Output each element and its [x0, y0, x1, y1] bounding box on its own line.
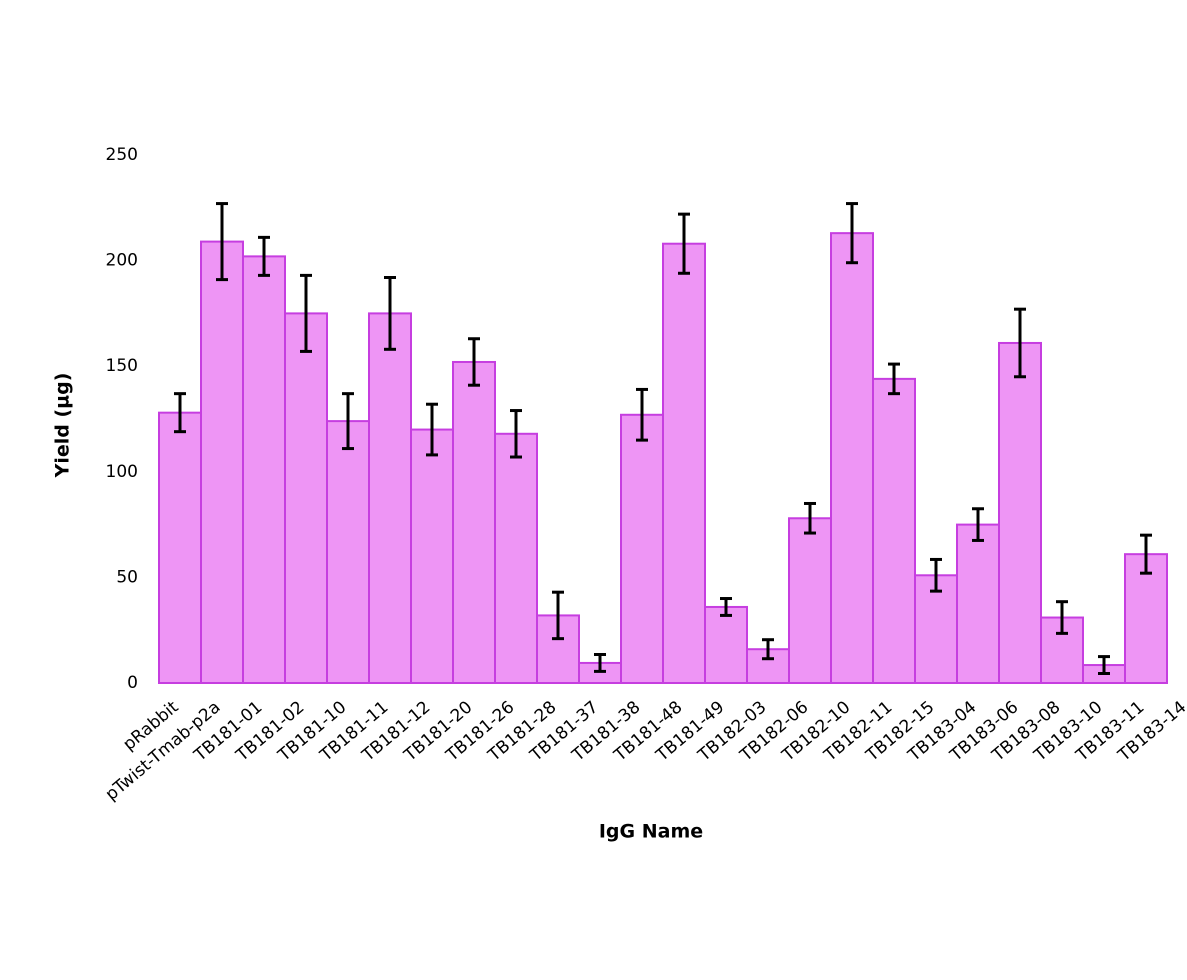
bar — [410, 428, 454, 684]
error-bar — [888, 362, 900, 396]
bar — [830, 232, 874, 684]
bar — [956, 523, 1000, 684]
error-bar — [342, 392, 354, 451]
x-axis-title: IgG Name — [599, 821, 703, 843]
error-bar — [804, 501, 816, 535]
error-bar — [594, 652, 606, 673]
error-bar — [300, 273, 312, 353]
bar — [788, 517, 832, 684]
error-bar — [636, 387, 648, 442]
error-bar — [846, 202, 858, 265]
error-bar — [762, 638, 774, 661]
y-tick-label: 250 — [106, 145, 138, 165]
y-axis-title: Yield (µg) — [52, 373, 74, 479]
error-bar — [510, 409, 522, 459]
y-tick-label: 150 — [106, 356, 138, 376]
error-bar — [426, 402, 438, 457]
error-bar — [552, 590, 564, 641]
error-bar — [384, 275, 396, 351]
bar — [158, 411, 202, 684]
error-bar — [1056, 600, 1068, 635]
y-tick-label: 50 — [116, 567, 138, 587]
bar — [242, 255, 286, 684]
error-bar — [930, 557, 942, 593]
error-bar — [720, 597, 732, 617]
y-tick-label: 100 — [106, 462, 138, 482]
bar — [368, 312, 412, 684]
bar — [620, 413, 664, 684]
error-bar — [258, 235, 270, 277]
y-tick-label: 0 — [127, 673, 138, 693]
error-bar — [216, 202, 228, 282]
bar — [662, 242, 706, 684]
bar — [326, 420, 370, 684]
bar — [200, 240, 244, 684]
bar — [998, 341, 1042, 684]
bar — [284, 312, 328, 684]
error-bar — [174, 392, 186, 434]
error-bar — [972, 507, 984, 542]
y-tick-label: 200 — [106, 251, 138, 271]
error-bar — [1098, 655, 1110, 675]
bar — [872, 377, 916, 684]
error-bar — [1014, 307, 1026, 379]
error-bar — [1140, 533, 1152, 575]
bar — [914, 574, 958, 685]
error-bar — [468, 337, 480, 387]
error-bar — [678, 212, 690, 275]
bar — [452, 360, 496, 684]
bar — [704, 605, 748, 685]
bar — [494, 432, 538, 684]
